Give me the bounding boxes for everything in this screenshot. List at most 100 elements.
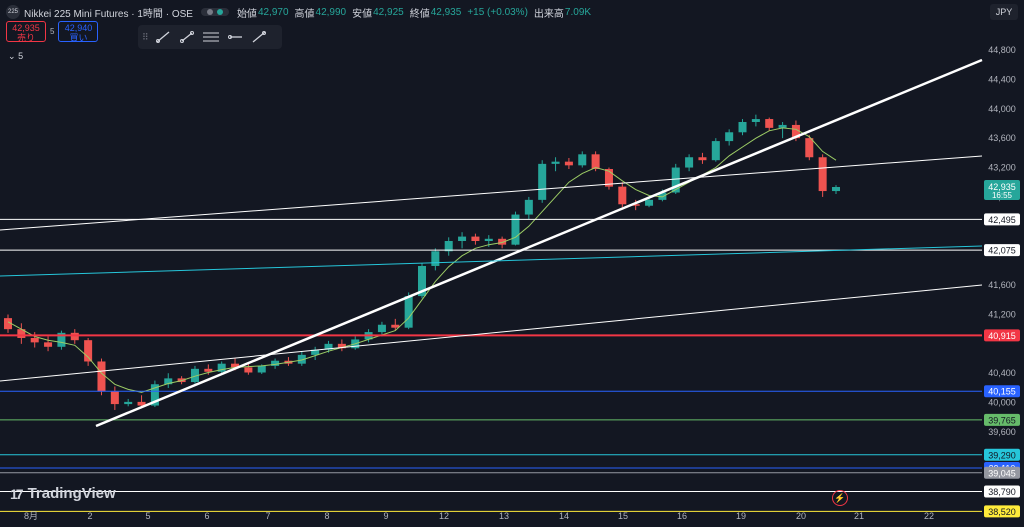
candle — [631, 199, 640, 211]
candle-body — [311, 349, 320, 355]
x-tick-label: 22 — [924, 511, 934, 521]
ray-tool-icon[interactable] — [152, 28, 174, 46]
price-badge-label: 38,520 — [988, 507, 1016, 517]
sell-button[interactable]: 42,935 売り — [6, 21, 46, 43]
candle-body — [765, 119, 774, 128]
status-dots[interactable] — [200, 8, 229, 16]
info-line-tool-icon[interactable] — [248, 28, 270, 46]
horizontal-ray-tool-icon[interactable] — [224, 28, 246, 46]
price-badge: 38,520 — [984, 505, 1020, 518]
price-badge-bg — [984, 485, 1020, 498]
brand-name: TradingView — [27, 485, 116, 502]
price-badge-label: 39,045 — [988, 468, 1016, 478]
candle — [431, 248, 440, 271]
candle — [511, 211, 520, 246]
teal-trend-line[interactable] — [0, 245, 983, 277]
candle — [44, 336, 53, 352]
candle-body — [97, 361, 106, 392]
drawing-toolbar: ⠿ — [138, 25, 282, 49]
price-badge-label: 42,495 — [988, 215, 1016, 225]
price-badge: 39,290 — [984, 448, 1020, 461]
moving-average-layer — [7, 127, 837, 393]
open-value: 42,970 — [257, 6, 289, 18]
y-tick-label: 43,200 — [988, 163, 1016, 173]
trade-panel: 42,935 売り 5 42,940 買い — [6, 21, 99, 43]
price-badge-label: 40,155 — [988, 387, 1016, 397]
candles-layer — [3, 114, 841, 410]
symbol-header: 225 Nikkei 225 Mini Futures · 1時間 · OSE … — [6, 4, 597, 20]
y-tick-label: 44,000 — [988, 104, 1016, 114]
candle — [124, 398, 133, 407]
price-badge: 42,495 — [984, 213, 1020, 226]
candle-body — [698, 157, 707, 161]
candle — [17, 323, 26, 344]
candle-body — [805, 138, 814, 158]
candle — [110, 386, 119, 410]
x-tick-label: 16 — [677, 511, 687, 521]
price-badge-bg — [984, 413, 1020, 426]
candle — [818, 154, 827, 197]
candle-body — [257, 365, 266, 373]
candle — [217, 361, 226, 374]
candle — [164, 373, 173, 388]
candle — [377, 321, 386, 337]
candle-body — [591, 154, 600, 170]
price-badge: 39,045 — [984, 466, 1020, 479]
candle — [751, 114, 760, 127]
price-badge-bg — [984, 466, 1020, 479]
channel-lower-line[interactable] — [0, 284, 983, 382]
candle — [244, 362, 253, 375]
tradingview-logo: 17 TradingView — [10, 485, 116, 502]
market-open-dot-icon — [216, 9, 223, 15]
candle-body — [431, 251, 440, 266]
trend-line-main[interactable] — [95, 58, 983, 428]
y-tick-label: 41,200 — [988, 309, 1016, 319]
sell-label: 売り — [16, 33, 35, 43]
price-badge-label: 42,075 — [988, 246, 1016, 256]
price-badge-bg — [984, 385, 1020, 398]
candle-body — [84, 340, 93, 362]
candle — [578, 151, 587, 168]
candle-body — [458, 236, 467, 241]
parallel-channel-tool-icon[interactable] — [200, 28, 222, 46]
candle — [57, 330, 66, 350]
channel-upper-line[interactable] — [0, 155, 983, 231]
price-badge-label: 39,765 — [988, 415, 1016, 425]
symbol-title[interactable]: Nikkei 225 Mini Futures · 1時間 · OSE — [24, 8, 193, 20]
indicator-toggle[interactable]: ⌄ 5 — [8, 51, 23, 62]
price-badge-bg — [984, 213, 1020, 226]
y-tick-label: 39,600 — [988, 427, 1016, 437]
y-tick-label: 44,400 — [988, 74, 1016, 84]
candle-body — [658, 192, 667, 200]
candle — [471, 233, 480, 245]
volume-label: 出来高 — [533, 8, 564, 20]
candle-body — [137, 401, 146, 406]
low-value: 42,925 — [373, 6, 404, 18]
high-label: 高値 — [294, 8, 315, 20]
candle-body — [190, 368, 199, 383]
candle — [564, 157, 573, 170]
alert-icon[interactable]: ⚡ — [832, 490, 848, 506]
buy-price: 42,940 — [64, 23, 93, 33]
candle — [805, 135, 814, 161]
candle — [70, 329, 79, 344]
x-tick-label: 21 — [854, 511, 864, 521]
buy-button[interactable]: 42,940 買い — [58, 21, 99, 43]
candle-body — [3, 318, 13, 330]
y-tick-label: 43,600 — [988, 133, 1016, 143]
drag-handle-icon[interactable]: ⠿ — [142, 31, 149, 42]
moving-average-line — [7, 127, 837, 393]
low-label: 安値 — [352, 8, 373, 20]
candle-body — [631, 204, 640, 206]
candle-body — [685, 157, 694, 168]
trend-line-tool-icon[interactable] — [176, 28, 198, 46]
candle-body — [564, 161, 573, 166]
x-tick-label: 9 — [383, 511, 388, 521]
candle-body — [231, 363, 240, 368]
x-tick-label: 8 — [324, 511, 329, 521]
candle — [711, 138, 720, 162]
change-value: +15 (+0.03%) — [467, 6, 528, 18]
currency-selector[interactable]: JPY — [990, 4, 1018, 20]
